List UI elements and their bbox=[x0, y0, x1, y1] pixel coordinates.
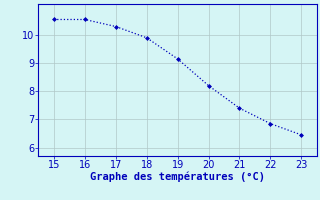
X-axis label: Graphe des températures (°C): Graphe des températures (°C) bbox=[90, 172, 265, 182]
